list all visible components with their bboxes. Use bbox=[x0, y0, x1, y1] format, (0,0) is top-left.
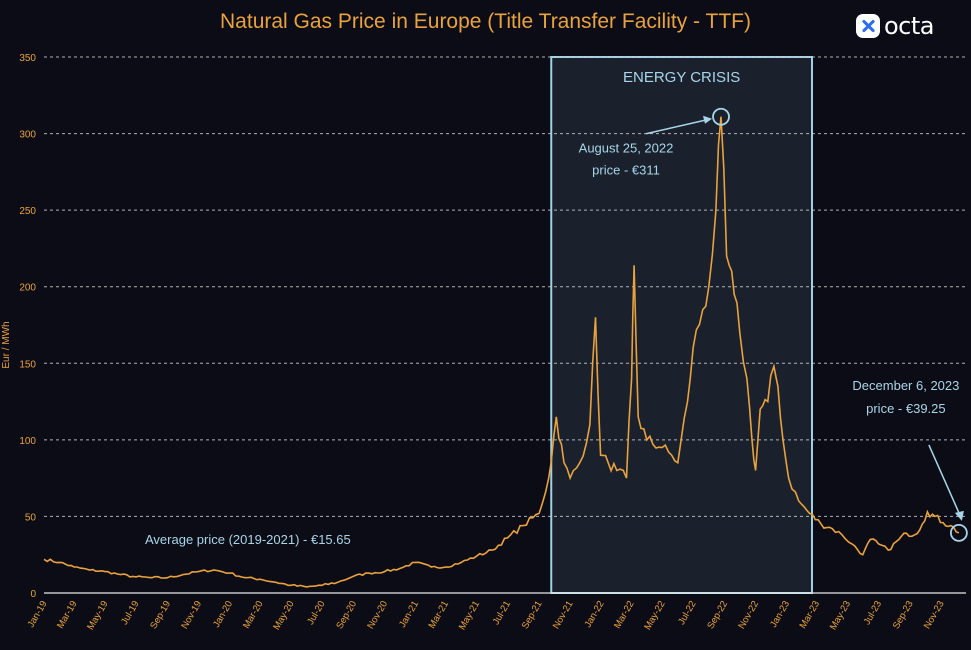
y-tick-label: 0 bbox=[30, 589, 36, 600]
x-tick-label: Sep-23 bbox=[891, 599, 916, 631]
x-tick-label: Nov-21 bbox=[551, 599, 576, 631]
x-tick-label: Jul-20 bbox=[305, 599, 327, 627]
x-tick-label: Jul-23 bbox=[862, 599, 884, 627]
average-price-label: Average price (2019-2021) - €15.65 bbox=[145, 532, 351, 547]
y-tick-label: 250 bbox=[19, 206, 36, 217]
y-tick-label: 100 bbox=[19, 436, 36, 447]
annotation-peak: August 25, 2022 price - €311 bbox=[579, 107, 730, 178]
peak-marker bbox=[712, 107, 730, 126]
x-tick-label: May-19 bbox=[85, 599, 110, 632]
x-tick-label: May-20 bbox=[271, 599, 296, 632]
x-tick-label: May-23 bbox=[828, 599, 853, 632]
octa-logo-icon bbox=[856, 14, 880, 38]
x-tick-label: Mar-19 bbox=[55, 599, 80, 631]
x-tick-label: Jan-19 bbox=[26, 599, 50, 630]
y-tick-label: 350 bbox=[19, 53, 36, 64]
x-tick-label: Jan-22 bbox=[583, 599, 607, 630]
annotation-latest: December 6, 2023 price - €39.25 bbox=[852, 378, 968, 542]
y-tick-label: 200 bbox=[19, 283, 36, 294]
x-tick-label: Mar-21 bbox=[427, 599, 452, 631]
x-tick-label: Nov-20 bbox=[365, 599, 390, 631]
x-tick-label: Jul-21 bbox=[491, 599, 513, 627]
y-axis-label: Eur / MWh bbox=[1, 321, 12, 368]
y-tick-label: 300 bbox=[19, 130, 36, 141]
x-tick-label: Jan-21 bbox=[397, 599, 421, 630]
x-tick-label: Mar-22 bbox=[612, 599, 637, 631]
x-tick-label: Jul-22 bbox=[676, 599, 698, 627]
series-line-ttf-price bbox=[43, 116, 960, 588]
latest-price-label: price - €39.25 bbox=[866, 401, 946, 416]
latest-arrow bbox=[928, 444, 961, 516]
y-tick-label: 150 bbox=[19, 359, 36, 370]
x-axis: Jan-19 Mar-19 May-19 Jul-19 Sep-19 Nov-19 Jan-… bbox=[26, 599, 947, 632]
grid-lines bbox=[44, 56, 966, 517]
x-tick-label: Nov-19 bbox=[179, 599, 204, 631]
x-tick-label: Jul-19 bbox=[119, 599, 141, 627]
x-tick-label: Jan-23 bbox=[768, 599, 792, 630]
x-tick-label: Sep-22 bbox=[705, 599, 730, 631]
x-tick-label: May-21 bbox=[457, 599, 482, 632]
latest-date-label: December 6, 2023 bbox=[852, 378, 959, 393]
peak-arrow bbox=[645, 118, 708, 135]
x-tick-label: Nov-23 bbox=[922, 599, 947, 631]
x-tick-label: Mar-20 bbox=[241, 599, 266, 631]
peak-date-label: August 25, 2022 bbox=[579, 141, 674, 156]
x-tick-label: May-22 bbox=[642, 599, 667, 632]
octa-logo: octa bbox=[856, 12, 935, 40]
octa-logo-text: octa bbox=[884, 12, 935, 40]
x-tick-label: Nov-22 bbox=[736, 599, 761, 631]
latest-marker bbox=[949, 523, 968, 542]
peak-arrowhead bbox=[703, 115, 713, 124]
chart-title: Natural Gas Price in Europe (Title Trans… bbox=[220, 10, 751, 33]
x-tick-label: Mar-23 bbox=[798, 599, 823, 631]
x-tick-label: Jan-20 bbox=[211, 599, 235, 630]
energy-crisis-label: ENERGY CRISIS bbox=[623, 69, 740, 86]
x-tick-label: Sep-19 bbox=[148, 599, 173, 631]
energy-crisis-region bbox=[550, 56, 813, 594]
y-tick-label: 50 bbox=[25, 512, 37, 523]
y-axis: 0 50 100 150 200 250 300 350 bbox=[19, 53, 36, 600]
peak-price-label: price - €311 bbox=[592, 163, 660, 178]
x-tick-label: Sep-21 bbox=[520, 599, 545, 631]
x-tick-label: Sep-20 bbox=[334, 599, 359, 631]
latest-arrowhead bbox=[954, 510, 964, 521]
